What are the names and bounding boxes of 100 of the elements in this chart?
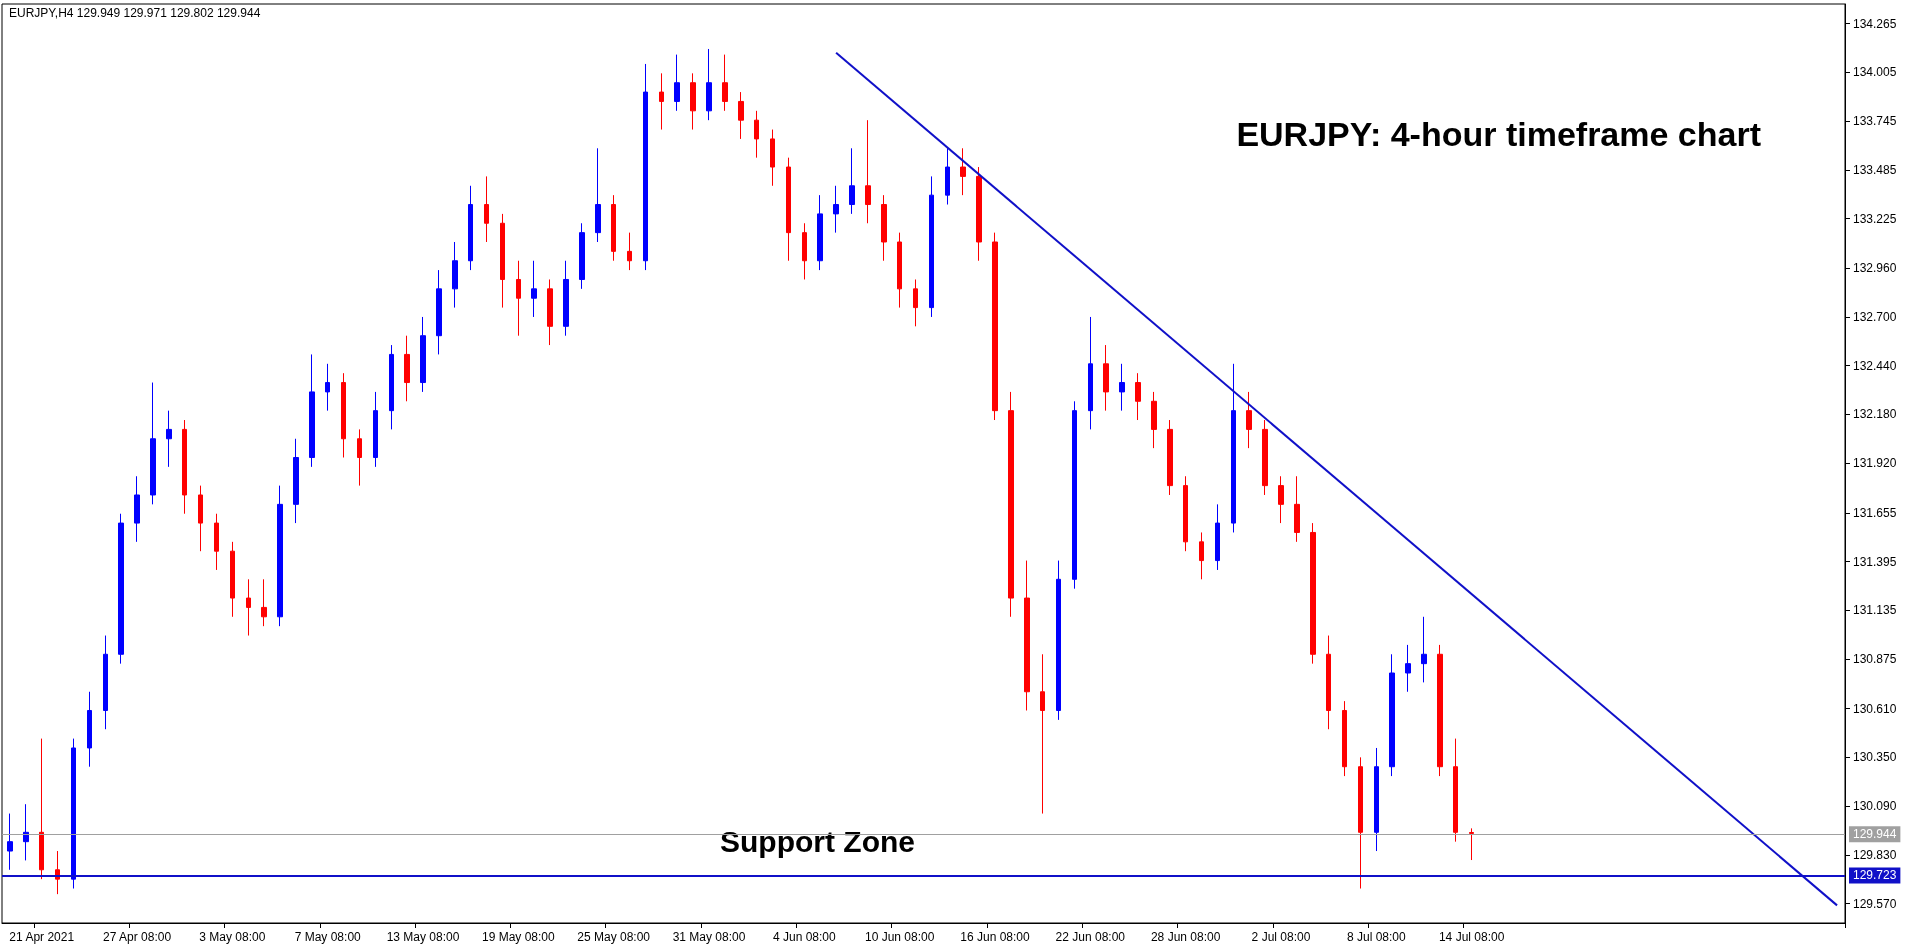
candlestick: [1024, 560, 1030, 711]
candlestick: [802, 222, 807, 280]
x-tick-label: 27 Apr 08:00: [103, 930, 172, 944]
candlestick: [404, 335, 410, 402]
candlestick: [547, 278, 553, 346]
candlestick: [118, 513, 124, 665]
candlestick: [1310, 522, 1316, 665]
candlestick: [1421, 616, 1427, 683]
candlestick: [309, 353, 315, 468]
candlestick: [1231, 363, 1236, 533]
candlestick: [754, 110, 759, 159]
x-tick-label: 14 Jul 08:00: [1438, 930, 1505, 944]
candlestick: [1167, 419, 1173, 496]
candlestick: [436, 269, 442, 355]
candlestick: [1056, 560, 1061, 721]
candlestick: [531, 260, 537, 318]
candlestick: [166, 410, 172, 468]
candlestick: [1342, 700, 1347, 777]
candlestick: [960, 147, 966, 196]
candlestick: [563, 260, 569, 337]
y-tick-label: 132.960: [1853, 261, 1897, 276]
y-tick-label: 129.570: [1853, 896, 1897, 911]
candlestick: [849, 147, 855, 215]
candlestick: [293, 438, 299, 524]
candlestick: [1135, 372, 1141, 421]
candlestick: [1199, 531, 1204, 580]
candlestick: [722, 54, 728, 112]
candlestick: [87, 691, 92, 768]
candlestick: [39, 738, 44, 880]
y-tick-label: 130.350: [1853, 750, 1897, 765]
candlestick: [1040, 653, 1045, 815]
candlestick: [1389, 653, 1395, 777]
candlestick: [71, 738, 76, 890]
y-tick-label: 132.180: [1853, 407, 1897, 422]
candlestick: [1151, 391, 1157, 449]
candlestick: [277, 485, 283, 627]
candlestick: [516, 260, 521, 337]
candlestick: [659, 72, 664, 131]
candlestick: [500, 213, 505, 309]
candlestick: [1374, 747, 1379, 852]
candlestick: [611, 194, 616, 262]
x-tick-label: 3 May 08:00: [199, 930, 266, 944]
chart-subtitle: EURJPY,H4 129.949 129.971 129.802 129.944: [9, 6, 261, 20]
candlestick: [1437, 644, 1443, 777]
candlestick: [1469, 827, 1474, 861]
candlestick: [643, 63, 648, 271]
candlestick: [770, 129, 775, 187]
candlestick: [1326, 635, 1331, 730]
y-tick-label: 132.440: [1853, 358, 1897, 373]
candlestick: [627, 232, 632, 271]
candlestick: [1294, 475, 1300, 543]
annotation: Support Zone: [720, 824, 915, 858]
candlestick: [261, 578, 267, 627]
ref-line-label: 129.723: [1853, 868, 1897, 883]
candlestick: [976, 166, 982, 262]
x-tick-label: 10 Jun 08:00: [864, 930, 935, 944]
candlestick: [1072, 400, 1077, 590]
x-tick-label: 8 Jul 08:00: [1346, 930, 1406, 944]
candlestick: [103, 635, 108, 730]
y-tick-label: 134.265: [1853, 16, 1897, 31]
candlestick: [357, 428, 362, 487]
candlestick: [1246, 391, 1252, 449]
x-tick-label: 2 Jul 08:00: [1251, 930, 1311, 944]
candlestick: [929, 175, 934, 318]
candlestick: [23, 803, 29, 861]
ref-line-label: 129.944: [1853, 827, 1897, 842]
candlestick: [214, 513, 219, 571]
candlestick: [325, 363, 330, 412]
x-tick-label: 4 Jun 08:00: [772, 930, 837, 944]
candlestick: [1183, 475, 1188, 552]
x-tick-label: 16 Jun 08:00: [960, 930, 1031, 944]
candlestick: [373, 391, 378, 468]
x-tick-label: 22 Jun 08:00: [1055, 930, 1126, 944]
y-tick-label: 131.395: [1853, 554, 1897, 569]
candlestick: [833, 185, 839, 234]
y-tick-label: 129.830: [1853, 847, 1897, 862]
candlestick: [579, 222, 585, 290]
y-tick-label: 130.090: [1853, 799, 1897, 814]
candlestick: [1215, 503, 1220, 571]
y-tick-label: 133.225: [1853, 211, 1897, 226]
candlestick: [945, 147, 950, 206]
candlestick: [992, 232, 998, 421]
candlestick: [7, 813, 13, 871]
candlestick: [341, 372, 346, 458]
candlestick: [706, 48, 712, 121]
candlestick: [595, 147, 601, 243]
candlestick: [913, 278, 918, 327]
x-tick-label: 25 May 08:00: [577, 930, 651, 944]
x-tick-label: 19 May 08:00: [482, 930, 556, 944]
x-tick-label: 31 May 08:00: [672, 930, 746, 944]
candlestick: [674, 54, 680, 112]
candlestick: [881, 194, 887, 262]
candlestick: [817, 194, 823, 271]
y-tick-label: 130.875: [1853, 651, 1897, 666]
text: EURJPY: 4-hour timeframe chart: [1236, 115, 1761, 153]
y-tick-label: 131.920: [1853, 456, 1897, 471]
candlestick: [484, 175, 489, 243]
candlestick: [150, 382, 156, 505]
candlestick: [1008, 391, 1014, 618]
y-tick-label: 131.655: [1853, 505, 1897, 520]
